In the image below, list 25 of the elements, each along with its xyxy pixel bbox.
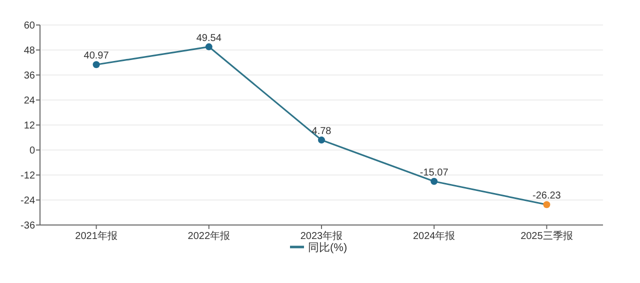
data-label: 4.78 <box>312 126 332 138</box>
point <box>205 43 212 50</box>
point <box>543 201 550 208</box>
y-tick-label: 36 <box>24 70 36 82</box>
x-tick-label: 2025三季报 <box>520 230 573 242</box>
point <box>92 61 100 68</box>
x-tick-label: 2022年报 <box>188 230 230 242</box>
y-tick-label: 48 <box>24 46 36 56</box>
y-tick-label: -36 <box>20 220 36 232</box>
data-label: -26.23 <box>532 190 562 202</box>
x-tick-label: 2021年报 <box>75 230 118 242</box>
data-label: 40.97 <box>84 50 110 62</box>
y-tick-label: 60 <box>24 20 36 32</box>
y-tick-label: -24 <box>20 196 36 206</box>
point <box>430 178 438 185</box>
data-label: 49.54 <box>196 32 222 44</box>
point <box>318 136 325 144</box>
y-tick-label: -12 <box>20 170 36 182</box>
y-tick-label: 24 <box>24 96 36 106</box>
y-tick-label: 0 <box>29 146 36 156</box>
legend-label: 同比(%) <box>308 241 348 254</box>
data-label: -15.07 <box>420 167 449 178</box>
x-tick-label: 2023年报 <box>300 230 343 242</box>
x-tick-label: 2024年报 <box>412 230 456 242</box>
y-tick-label: 12 <box>24 120 36 132</box>
